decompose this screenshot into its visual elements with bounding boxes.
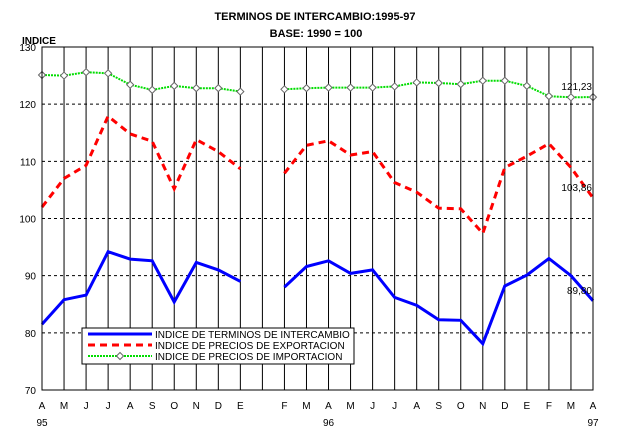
import-point-marker [147, 85, 157, 95]
x-tick-label: A [127, 401, 134, 412]
import-point-marker [280, 85, 289, 94]
import-point-marker [81, 67, 91, 77]
x-tick-label: S [435, 401, 442, 412]
legend-label-terms: INDICE DE TERMINOS DE INTERCAMBIO [155, 330, 350, 341]
y-tick-label: 130 [19, 43, 36, 54]
import-point-marker [522, 81, 532, 91]
x-tick-label: A [325, 401, 332, 412]
y-tick-label: 100 [19, 215, 36, 226]
import-point-marker [125, 80, 135, 89]
import-point-marker [103, 69, 113, 78]
end-value-label: 121,23 [561, 82, 592, 93]
y-tick-label: 80 [25, 329, 37, 340]
x-tick-label: S [149, 401, 156, 412]
x-tick-label: O [170, 401, 178, 412]
chart-subtitle: BASE: 1990 = 100 [270, 28, 363, 40]
x-year-label: 96 [323, 418, 335, 429]
axis-ticks: 70 80 90 100 110 120 130 A M J J A S O N D E F M A M J J A S O N D E… [19, 43, 599, 429]
legend-label-exports: INDICE DE PRECIOS DE EXPORTACION [155, 341, 345, 352]
x-year-label: 97 [587, 418, 599, 429]
import-point-marker [346, 83, 355, 92]
series-line [283, 256, 595, 347]
legend-swatch-imports-marker [115, 351, 125, 361]
series-line [41, 71, 241, 93]
import-point-marker [412, 78, 421, 87]
import-point-marker [390, 82, 399, 91]
x-tick-label: N [193, 401, 200, 412]
y-axis-label: INDICE [22, 36, 56, 47]
import-point-marker [324, 83, 333, 92]
x-tick-label: F [546, 401, 552, 412]
import-point-marker [500, 76, 510, 85]
x-tick-label: M [302, 401, 310, 412]
x-tick-label: M [60, 401, 68, 412]
import-point-marker [544, 91, 554, 101]
x-tick-label: J [84, 401, 89, 412]
chart-title: TERMINOS DE INTERCAMBIO:1995-97 [214, 11, 415, 23]
import-point-marker [236, 87, 245, 96]
import-point-marker [566, 93, 576, 102]
y-tick-label: 120 [19, 100, 36, 111]
x-tick-label: N [479, 401, 486, 412]
import-point-marker [302, 83, 311, 93]
x-year-label: 95 [36, 418, 48, 429]
x-tick-label: J [392, 401, 397, 412]
y-tick-label: 70 [25, 386, 37, 397]
y-tick-label: 110 [20, 157, 36, 168]
x-tick-label: A [39, 401, 46, 412]
x-tick-label: D [215, 401, 222, 412]
series-line [40, 249, 242, 326]
x-tick-label: D [501, 401, 508, 412]
plot-frame [41, 46, 594, 391]
x-tick-label: O [457, 401, 465, 412]
x-tick-label: E [237, 401, 244, 412]
series-2 [37, 67, 598, 102]
import-point-marker [478, 76, 488, 85]
import-point-marker [214, 83, 223, 93]
legend: INDICE DE TERMINOS DE INTERCAMBIO INDICE… [81, 327, 355, 365]
x-tick-label: J [106, 401, 111, 412]
x-tick-label: M [346, 401, 354, 412]
series-0 [40, 249, 595, 347]
x-tick-label: A [590, 401, 597, 412]
x-tick-label: E [524, 401, 531, 412]
end-value-labels: 121,23 103,86 89,80 [561, 82, 592, 297]
series-1 [40, 113, 595, 237]
series-line [40, 113, 242, 209]
import-point-marker [192, 83, 201, 93]
x-tick-label: A [413, 401, 420, 412]
import-point-marker [368, 83, 377, 92]
y-tick-label: 90 [25, 272, 37, 283]
series-line [283, 139, 595, 237]
series-lines [37, 67, 598, 347]
import-point-marker [434, 78, 443, 88]
end-value-label: 89,80 [567, 286, 592, 297]
end-value-label: 103,86 [561, 183, 592, 194]
x-tick-label: M [567, 401, 575, 412]
import-point-marker [59, 71, 69, 80]
import-point-marker [456, 79, 465, 89]
x-tick-label: F [281, 401, 287, 412]
legend-label-imports: INDICE DE PRECIOS DE IMPORTACION [155, 352, 342, 363]
x-tick-label: J [370, 401, 375, 412]
import-point-marker [170, 81, 179, 91]
